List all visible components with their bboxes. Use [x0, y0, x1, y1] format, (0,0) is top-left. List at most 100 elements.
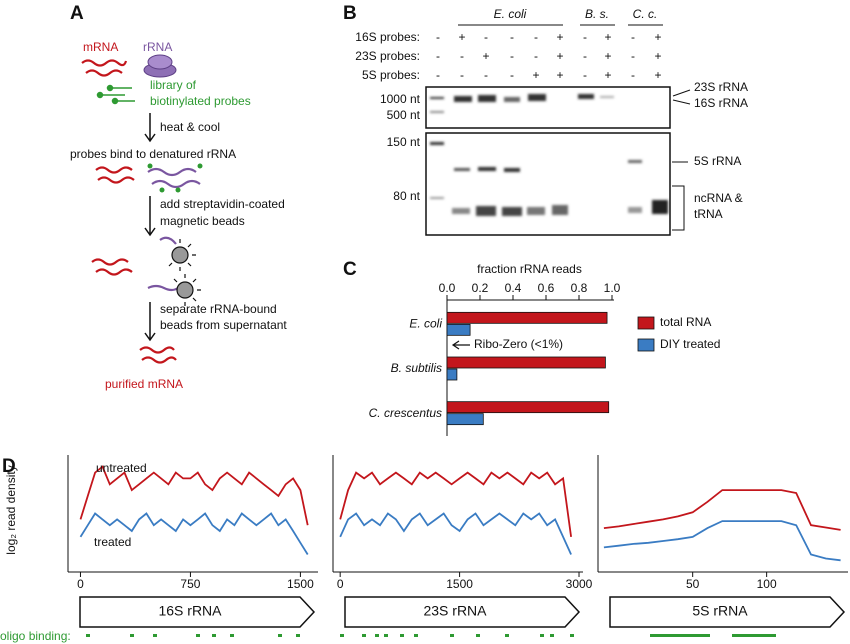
ribosome-icon — [147, 54, 173, 70]
x-tick-label: 1.0 — [604, 281, 621, 295]
row-label: 16S probes: — [355, 30, 420, 44]
label: rRNA — [143, 40, 172, 54]
sign: - — [436, 30, 440, 44]
bar — [446, 368, 458, 381]
sign: - — [631, 30, 635, 44]
sign: - — [631, 49, 635, 63]
probe-table: 16S probes: - + - - - + - + - +23S probes: - - + - - + - +… — [355, 30, 661, 82]
bar — [446, 401, 610, 414]
label: library of — [150, 78, 197, 92]
step: probes bind to denatured rRNA — [70, 147, 236, 161]
step: separate rRNA-bound — [160, 302, 277, 316]
line — [603, 489, 841, 531]
sign: + — [556, 30, 563, 44]
annotation: treated — [94, 535, 131, 549]
band-label: 16S rRNA — [694, 96, 748, 110]
category-label: C. crescentus — [369, 406, 442, 420]
panel-letter: A — [70, 3, 84, 24]
x-tick-label: 1500 — [287, 577, 314, 591]
gel-box — [425, 86, 671, 129]
band-pointer — [672, 89, 691, 231]
annotation: untreated — [96, 461, 147, 475]
x-tick-label: 1500 — [446, 577, 473, 591]
gene-label: 23S rRNA — [423, 603, 487, 619]
bar — [446, 311, 608, 324]
panel-a: mRNA rRNA library of biotinylated probes… — [70, 40, 287, 391]
line — [339, 471, 572, 538]
label: mRNA — [83, 40, 118, 54]
line — [603, 520, 841, 562]
sign: + — [654, 68, 661, 82]
gene-label: 5S rRNA — [692, 603, 748, 619]
category-label: E. coli — [409, 317, 442, 331]
gene-label: 16S rRNA — [158, 603, 222, 619]
bar — [446, 413, 484, 426]
probe-icon — [96, 84, 135, 105]
sign: + — [458, 30, 465, 44]
sign: - — [583, 68, 587, 82]
x-tick-label: 0.0 — [439, 281, 456, 295]
sign: + — [604, 49, 611, 63]
ladder-label: 80 nt — [393, 189, 420, 203]
label: purified mRNA — [105, 377, 183, 391]
step: heat & cool — [160, 120, 220, 134]
ladder-label: 150 nt — [387, 135, 421, 149]
line — [339, 512, 572, 555]
oligo-marks — [86, 634, 776, 637]
step: add streptavidin-coated — [160, 197, 285, 211]
band-label: tRNA — [694, 207, 723, 221]
sign: - — [484, 68, 488, 82]
band-label: 5S rRNA — [694, 154, 741, 168]
legend-label: DIY treated — [660, 337, 720, 351]
sign: - — [510, 68, 514, 82]
line — [79, 465, 309, 526]
panel-letter: B — [343, 3, 357, 24]
band-label: ncRNA & — [694, 191, 743, 205]
probe-icon — [147, 163, 203, 193]
bar — [446, 356, 606, 369]
sign: + — [556, 68, 563, 82]
sign: - — [436, 68, 440, 82]
panel-b: E. coli B. s. C. c. 16S probes: - + - - - + - + -… — [355, 7, 748, 236]
x-tick-label: 0 — [337, 577, 344, 591]
sign: - — [631, 68, 635, 82]
x-tick-label: 0.2 — [472, 281, 489, 295]
row-label: 23S probes: — [355, 49, 420, 63]
sign: - — [583, 49, 587, 63]
sign: + — [556, 49, 563, 63]
gel-bands — [430, 94, 668, 216]
species-label: B. s. — [585, 7, 609, 21]
bar — [446, 323, 471, 336]
row-label: 5S probes: — [362, 68, 420, 82]
line — [79, 512, 309, 555]
panel-letter: C — [343, 259, 357, 280]
gene-arrow — [79, 596, 316, 628]
sign: - — [436, 49, 440, 63]
sign: + — [654, 49, 661, 63]
mrna-icon — [81, 59, 177, 364]
gel-box — [425, 132, 671, 236]
panel-letter: D — [2, 456, 16, 477]
band-label: 23S rRNA — [694, 80, 748, 94]
sign: - — [484, 30, 488, 44]
arrow — [144, 113, 156, 342]
category-label: B. subtilis — [391, 361, 442, 375]
rrna-icon — [147, 167, 201, 292]
legend-swatch — [637, 316, 655, 330]
bead-icon — [168, 239, 201, 306]
arrow — [451, 340, 470, 350]
chart-title: fraction rRNA reads — [477, 262, 582, 276]
x-tick-label: 50 — [686, 577, 700, 591]
x-tick-label: 3000 — [566, 577, 593, 591]
x-tick-label: 0.4 — [505, 281, 522, 295]
sign: - — [583, 30, 587, 44]
legend-swatch — [637, 338, 655, 352]
gene-arrow — [609, 596, 846, 628]
sign: - — [534, 49, 538, 63]
species-label: C. c. — [633, 7, 658, 21]
x-tick-label: 0.8 — [571, 281, 588, 295]
sign: + — [654, 30, 661, 44]
sign: - — [510, 49, 514, 63]
ladder-label: 1000 nt — [380, 92, 421, 106]
